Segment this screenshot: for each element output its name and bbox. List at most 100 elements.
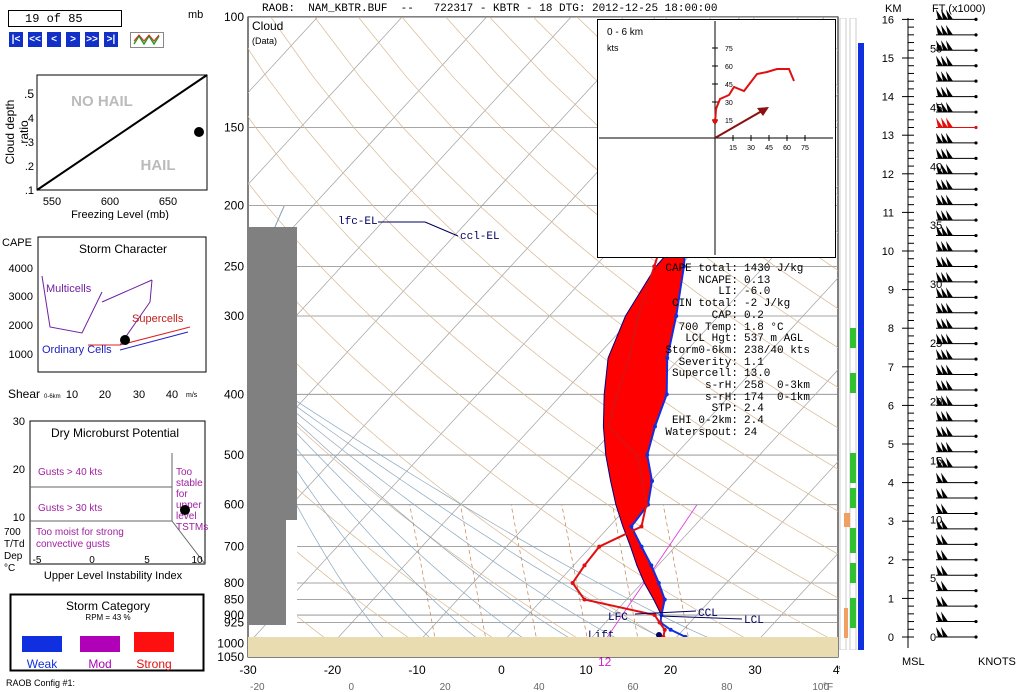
km-tick: 4: [888, 478, 894, 490]
supercells-label: Supercells: [132, 313, 184, 325]
temp-f-tick: 100: [812, 682, 829, 692]
pressure-tick: 500: [224, 448, 244, 462]
ft-tick: 0: [930, 632, 936, 644]
temperature-point: [664, 392, 669, 397]
km-tick: 3: [888, 516, 894, 528]
surface-band: [248, 637, 838, 657]
hail-xlabel: Freezing Level (mb): [71, 209, 169, 220]
index-label: Severity:: [678, 356, 738, 369]
dewpoint-point: [636, 314, 641, 319]
index-value: 2.4: [744, 403, 764, 416]
index-value: 13.0: [744, 368, 771, 381]
hail-point: [194, 127, 204, 137]
dewpoint-point: [606, 424, 611, 429]
pressure-tick: 150: [224, 120, 244, 134]
rewind-button[interactable]: <<: [28, 32, 42, 47]
hail-x-tick: 550: [43, 196, 61, 208]
hodo-x-tick: 15: [729, 145, 737, 152]
too-moist-label: Too moist for strong convective gusts: [36, 527, 124, 550]
ordinary-cells-label: Ordinary Cells: [42, 344, 112, 356]
hail-y-tick: .4: [25, 113, 34, 125]
microburst-title: Dry Microburst Potential: [51, 426, 179, 440]
index-value: 258 0-3km: [744, 380, 811, 393]
microburst-side-label: 700: [4, 527, 21, 538]
index-label: Waterspout:: [665, 426, 738, 439]
sc-y-tick: 1000: [9, 349, 33, 361]
hail-y-tick: .2: [25, 161, 34, 173]
index-label: CAP:: [711, 309, 738, 322]
temp-c-tick: -10: [408, 663, 426, 677]
storm-category-title: Storm Category: [66, 599, 150, 613]
km-tick: 14: [882, 92, 894, 104]
temperature-point: [650, 479, 655, 484]
storm-category-panel: Storm Category RPM = 43 % Weak Mod Stron…: [9, 593, 205, 672]
index-value: 0.2: [744, 309, 764, 322]
dewpoint-point: [640, 479, 645, 484]
marker-12: 12: [598, 655, 612, 669]
hodograph-trace: [714, 68, 795, 125]
index-row: s-rH: 174 0-1km: [656, 391, 836, 405]
rpm-label: RPM = 43 %: [85, 613, 130, 622]
pressure-tick: 850: [224, 592, 244, 606]
sc-y-tick: 3000: [9, 291, 33, 303]
next-frame-button[interactable]: >: [66, 32, 80, 47]
last-frame-button[interactable]: >|: [104, 32, 118, 47]
temp-c-tick: 0: [498, 663, 505, 677]
mb-x-tick: -5: [33, 555, 42, 566]
index-row: EHI 0-2km: 2.4: [656, 415, 836, 428]
index-label: Storm0-6km:: [665, 344, 738, 357]
cloud-sub-label: (Data): [252, 36, 277, 46]
pressure-tick: 1050: [217, 650, 244, 664]
km-tick: 0: [888, 632, 894, 644]
shear-sub-label: 0-6km: [44, 394, 61, 400]
temperature-point: [652, 424, 657, 429]
sc-y-tick: 4000: [9, 263, 33, 275]
storm-character-chart: CAPE Storm Character 4000 3000 2000 1000…: [2, 236, 207, 401]
first-frame-button[interactable]: |<: [9, 32, 23, 47]
hodo-y-tick: 15: [725, 118, 733, 125]
dewpoint-point: [582, 597, 587, 602]
temp-f-tick: 20: [440, 682, 452, 692]
temperature-point: [665, 355, 670, 360]
pressure-tick: 600: [224, 498, 244, 512]
index-label: s-rH:: [704, 391, 738, 404]
index-value: 1.1: [744, 356, 764, 369]
temp-c-unit: °C: [838, 663, 840, 677]
index-value: 0.13: [744, 274, 771, 287]
km-tick: 16: [882, 14, 894, 26]
pressure-tick: 200: [224, 199, 244, 213]
ft-tick: 35: [930, 220, 942, 232]
no-hail-label: NO HAIL: [71, 93, 133, 110]
index-label: Supercell:: [671, 368, 738, 381]
index-row: LI: -6.0: [656, 287, 836, 299]
fast-forward-button[interactable]: >>: [85, 32, 99, 47]
pressure-tick: 1000: [217, 637, 244, 651]
prev-frame-button[interactable]: <: [47, 32, 61, 47]
index-value: 1.8 °C: [744, 321, 784, 334]
hail-y-tick: .1: [25, 185, 34, 197]
pressure-tick: 300: [224, 309, 244, 323]
sc-x-tick: 10: [66, 389, 78, 401]
index-row: CAP: 0.2: [656, 309, 836, 323]
cloud-strip-gap: [286, 520, 297, 625]
frame-counter: 19 of 85: [8, 10, 122, 27]
km-tick: 7: [888, 362, 894, 374]
pressure-tick: 100: [224, 10, 244, 24]
hodo-x-tick: 60: [783, 145, 791, 152]
hail-chart: .5 .4 .3 .2 .1 550 600 650 NO HAIL HAIL …: [24, 74, 208, 220]
storm-character-point: [120, 335, 130, 345]
temp-f-tick: -20: [250, 682, 265, 692]
mb-x-tick: 10: [191, 555, 203, 566]
index-value: -6.0: [744, 286, 771, 299]
microburst-side-label: Dep: [4, 551, 23, 562]
index-label: EHI 0-2km:: [671, 415, 738, 428]
index-row: s-rH: 258 0-3km: [656, 380, 836, 393]
km-tick: 8: [888, 323, 894, 335]
strong-label: Strong: [136, 657, 171, 671]
mb-y-tick: 10: [13, 512, 25, 524]
microburst-chart: Dry Microburst Potential 30 20 10 700 T/…: [4, 416, 208, 582]
pressure-tick: 700: [224, 540, 244, 554]
loop-toggle-icon[interactable]: [130, 32, 164, 48]
index-row: Severity: 1.1: [656, 356, 836, 370]
ft-tick: 5: [930, 573, 936, 585]
